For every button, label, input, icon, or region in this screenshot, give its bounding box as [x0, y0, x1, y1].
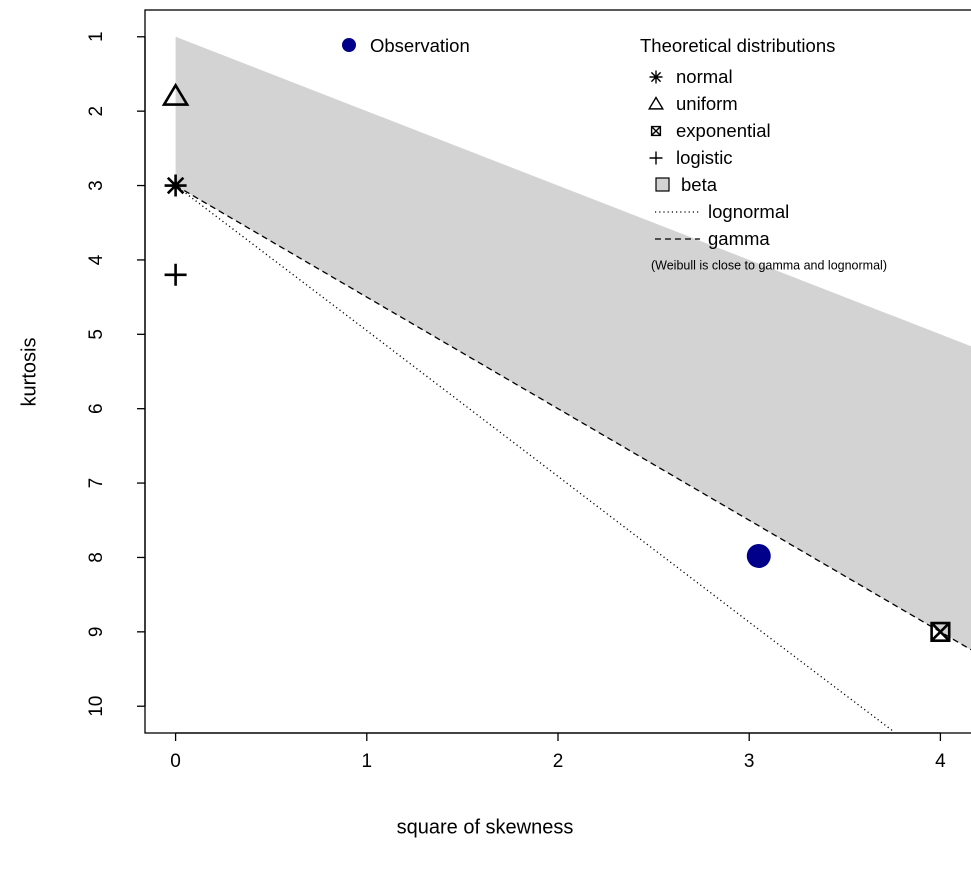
legend-symbol	[650, 125, 662, 137]
y-axis-label: kurtosis	[18, 338, 40, 407]
x-tick-label: 3	[744, 751, 755, 772]
legend-label: gamma	[708, 228, 770, 249]
point	[746, 543, 771, 568]
point	[164, 263, 187, 286]
legend-symbol	[342, 38, 356, 52]
x-tick-label: 2	[553, 751, 564, 772]
legend-label: beta	[681, 174, 718, 195]
x-axis-label: square of skewness	[397, 816, 574, 838]
y-tick-label: 6	[86, 403, 107, 414]
legend-label: logistic	[676, 147, 733, 168]
legend-label: lognormal	[708, 201, 789, 222]
plot-area	[161, 36, 971, 732]
point	[164, 174, 187, 197]
legend-symbol	[649, 70, 663, 84]
legend-symbol	[649, 151, 663, 165]
x-tick-label: 4	[935, 751, 946, 772]
x-tick-label: 0	[170, 751, 181, 772]
legend-label: exponential	[676, 120, 771, 141]
y-tick-label: 8	[86, 552, 107, 563]
y-tick-label: 1	[86, 31, 107, 42]
y-tick-label: 3	[86, 180, 107, 191]
legend-label: normal	[676, 66, 733, 87]
legend-symbol	[647, 96, 665, 110]
legend-symbol	[655, 177, 670, 192]
lognormal-line	[175, 185, 893, 732]
point	[161, 82, 190, 106]
y-tick-label: 7	[86, 478, 107, 489]
y-tick-label: 10	[86, 696, 107, 717]
beta-region	[175, 36, 971, 650]
point	[930, 621, 951, 642]
y-tick-label: 4	[86, 254, 107, 265]
legend-label: Observation	[370, 35, 470, 56]
legend-title: Theoretical distributions	[640, 35, 835, 56]
y-tick-label: 9	[86, 627, 107, 638]
legend-note: (Weibull is close to gamma and lognormal…	[651, 258, 887, 272]
y-tick-label: 5	[86, 329, 107, 340]
gamma-line	[175, 184, 971, 651]
x-tick-label: 1	[362, 751, 373, 772]
legend-label: uniform	[676, 93, 738, 114]
y-tick-label: 2	[86, 106, 107, 117]
